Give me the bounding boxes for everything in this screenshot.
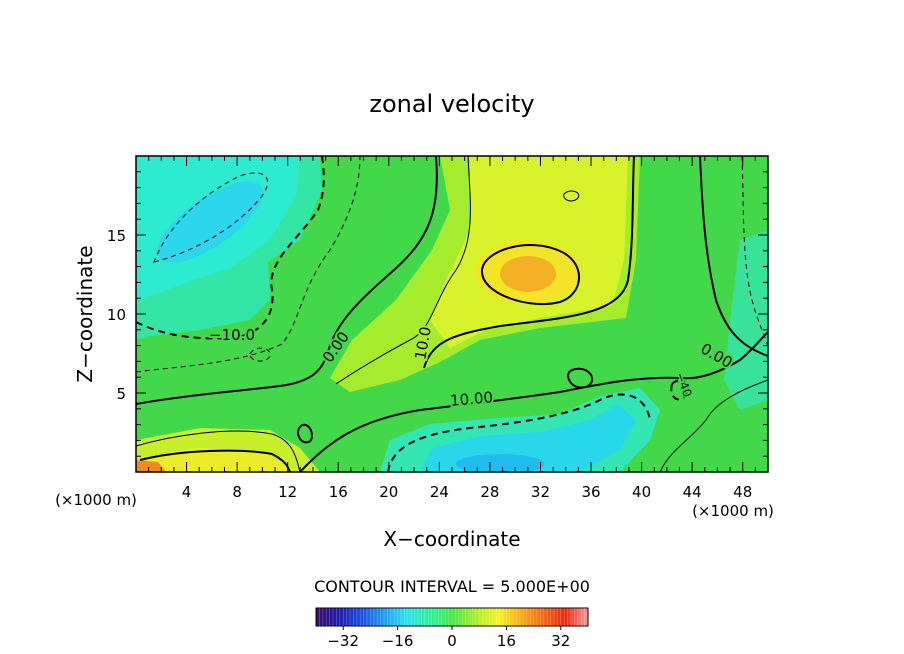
heatmap-field <box>136 156 768 472</box>
contour-closed-small-3 <box>563 190 580 202</box>
contour-closed-small-4 <box>249 347 271 362</box>
y-tick-label: 15 <box>107 227 126 245</box>
heatmap-minimum-bottom <box>420 404 636 472</box>
contour-plus5-bottom <box>136 430 301 472</box>
x-scale-note-left: (×1000 m) <box>55 491 137 509</box>
colorbar-stripes <box>319 608 585 626</box>
x-tick-label: 36 <box>581 483 600 501</box>
colorbar-ticks: −32 −16 0 16 32 <box>327 626 570 650</box>
contour-closed-small-1 <box>566 367 594 389</box>
contour-plus5-center <box>335 156 471 385</box>
contour-zero-left <box>136 156 438 405</box>
x-tick-label: 24 <box>430 483 449 501</box>
contour-plus10-bottom <box>139 449 291 472</box>
x-scale-note-right: (×1000 m) <box>692 502 774 520</box>
y-axis-label: Z−coordinate <box>73 245 97 382</box>
heatmap-minimum-bottom-core <box>456 454 544 472</box>
contour-label: 10.00 <box>449 388 493 410</box>
x-tick-label: 32 <box>531 483 550 501</box>
x-tick-label: 12 <box>278 483 297 501</box>
contour-minus10-left <box>136 156 325 340</box>
contour-label: −10.0 <box>209 326 255 344</box>
heatmap-region-cool-right <box>724 230 768 410</box>
contour-right-wiggle <box>659 379 768 472</box>
x-tick-label: 20 <box>379 483 398 501</box>
heatmap-minimum-upper-left <box>157 181 263 263</box>
colorbar-tick-label: 16 <box>497 632 516 650</box>
colorbar-tick-label: 32 <box>551 632 570 650</box>
colorbar: −32 −16 0 16 32 <box>315 607 589 650</box>
x-axis-label: X−coordinate <box>383 527 520 551</box>
x-tick-label: 16 <box>329 483 348 501</box>
heatmap-maximum-bottom-left <box>136 460 166 472</box>
contour-minus5-right <box>741 156 768 351</box>
contour-closed-small-5 <box>670 379 688 401</box>
x-tick-label: 40 <box>632 483 651 501</box>
y-tick-label: 10 <box>107 306 126 324</box>
x-tick-label: 44 <box>683 483 702 501</box>
contour-plus20-ellipse <box>480 244 580 306</box>
chart-title: zonal velocity <box>369 90 534 118</box>
contour-minus5-left <box>136 156 361 373</box>
contour-lines <box>136 156 768 472</box>
colorbar-tick-label: 0 <box>447 632 457 650</box>
contour-minus10-bottom <box>387 393 651 472</box>
contour-closed-small-2 <box>296 423 314 444</box>
x-axis-ticks: 4 8 12 16 20 24 28 32 36 40 44 48 <box>148 156 756 501</box>
contour-plus10-center <box>423 156 635 369</box>
y-axis-ticks: 5 10 15 <box>107 171 768 457</box>
x-tick-label: 8 <box>232 483 242 501</box>
contour-zero-right <box>699 156 768 357</box>
heatmap-maximum-center-core <box>500 256 556 292</box>
x-tick-label: 4 <box>182 483 192 501</box>
x-tick-label: 48 <box>733 483 752 501</box>
colorbar-tick-label: −16 <box>382 632 414 650</box>
colorbar-tick-label: −32 <box>327 632 359 650</box>
y-tick-label: 5 <box>116 385 126 403</box>
contour-interval-text: CONTOUR INTERVAL = 5.000E+00 <box>314 577 590 596</box>
x-tick-label: 28 <box>480 483 499 501</box>
